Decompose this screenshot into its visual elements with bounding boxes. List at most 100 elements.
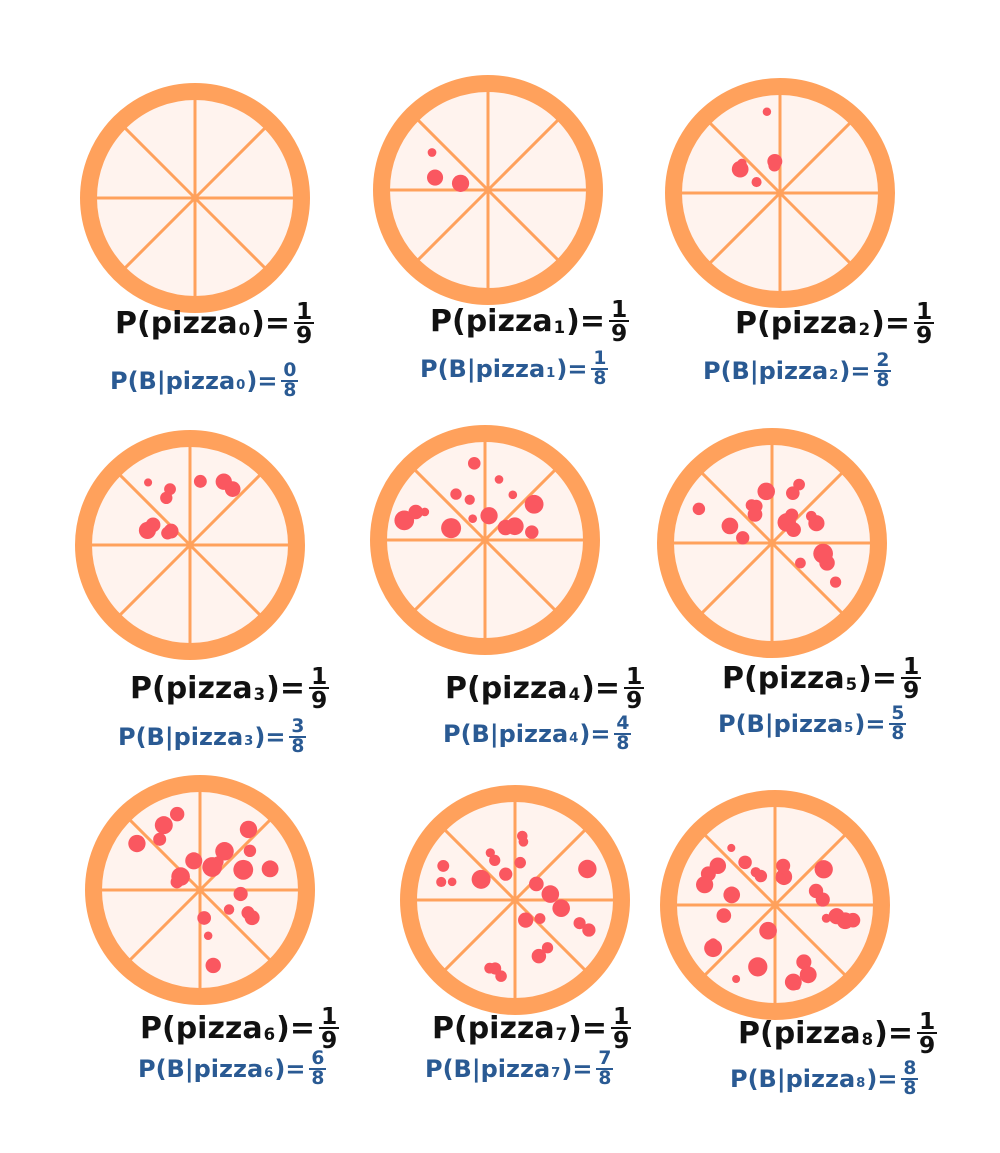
prior-label-0: P(pizza 0)= 1 9 — [115, 299, 315, 347]
likelihood-label-8: P(B|pizza 8)= 8 8 — [730, 1058, 919, 1099]
pepperoni — [524, 494, 544, 514]
pepperoni — [792, 981, 801, 991]
pepperoni — [508, 490, 518, 500]
likelihood-suffix: )= — [556, 354, 588, 383]
pizza-index: 6 — [264, 1065, 274, 1081]
pizza-1 — [373, 75, 603, 305]
pepperoni — [578, 859, 597, 879]
pepperoni — [692, 502, 706, 516]
prior-prefix: P(pizza — [130, 670, 253, 706]
pepperoni — [185, 852, 203, 870]
likelihood-prefix: P(B|pizza — [110, 366, 236, 395]
prior-numerator: 1 — [913, 297, 935, 325]
likelihood-denominator: 8 — [616, 732, 630, 754]
pepperoni — [759, 921, 777, 940]
pepperoni — [552, 899, 570, 917]
pepperoni — [736, 531, 750, 545]
pepperoni — [499, 867, 513, 881]
pizza-index: 0 — [238, 319, 251, 339]
pepperoni — [471, 869, 491, 889]
likelihood-prefix: P(B|pizza — [703, 356, 829, 385]
likelihood-suffix: )= — [866, 1064, 898, 1093]
prior-suffix: )= — [276, 1010, 315, 1046]
pepperoni — [144, 478, 153, 487]
slice-divider — [413, 468, 487, 542]
slice-divider — [483, 468, 557, 542]
pepperoni — [721, 517, 739, 535]
slice-divider — [770, 471, 844, 545]
pepperoni — [205, 957, 221, 974]
pepperoni — [518, 912, 534, 928]
prior-denominator: 9 — [625, 686, 643, 715]
prior-label-6: P(pizza 6)= 1 9 — [140, 1004, 340, 1055]
likelihood-label-2: P(B|pizza 2)= 2 8 — [703, 350, 892, 390]
pepperoni — [138, 521, 156, 539]
prior-denominator: 9 — [320, 1026, 338, 1055]
pepperoni — [795, 557, 806, 569]
likelihood-label-6: P(B|pizza 6)= 6 8 — [138, 1049, 327, 1088]
pepperoni — [468, 514, 478, 524]
pizza-index: 6 — [263, 1024, 276, 1044]
pepperoni — [197, 911, 212, 925]
prior-prefix: P(pizza — [430, 303, 553, 339]
pepperoni — [464, 494, 475, 505]
pepperoni — [163, 523, 179, 539]
prior-label-5: P(pizza 5)= 1 9 — [722, 654, 922, 702]
slice-divider — [193, 126, 267, 200]
pepperoni — [233, 859, 254, 880]
slice-divider — [443, 898, 517, 972]
slice-divider — [198, 888, 272, 962]
pizza-6 — [85, 775, 315, 1005]
likelihood-denominator: 8 — [903, 1077, 917, 1099]
pepperoni — [534, 913, 546, 925]
pizza-index: 1 — [546, 365, 556, 381]
pizza-3 — [75, 430, 305, 660]
pepperoni — [750, 867, 761, 878]
pepperoni — [202, 857, 222, 877]
pepperoni — [696, 876, 714, 894]
likelihood-label-3: P(B|pizza 3)= 3 8 — [118, 717, 307, 756]
pizza-index: 8 — [861, 1029, 874, 1049]
pizza-index: 3 — [253, 684, 266, 704]
pepperoni — [757, 482, 775, 501]
slice-divider — [188, 473, 262, 547]
pepperoni — [786, 522, 801, 537]
prior-suffix: )= — [874, 1015, 913, 1051]
slice-divider — [708, 121, 782, 195]
pepperoni — [748, 957, 768, 977]
pepperoni — [709, 857, 727, 874]
likelihood-prefix: P(B|pizza — [420, 354, 546, 383]
pizza-index: 7 — [555, 1024, 568, 1044]
pepperoni — [738, 855, 752, 870]
prior-denominator: 9 — [915, 321, 933, 350]
pepperoni — [573, 917, 586, 930]
pepperoni — [223, 904, 235, 915]
prior-numerator: 1 — [308, 662, 330, 690]
slice-divider — [416, 188, 490, 262]
slice-divider — [513, 828, 587, 902]
likelihood-numerator: 4 — [614, 713, 632, 735]
likelihood-numerator: 2 — [874, 350, 892, 372]
pizza-index: 2 — [829, 367, 839, 383]
slice-divider — [770, 541, 844, 615]
pepperoni — [243, 844, 257, 858]
prior-denominator: 9 — [310, 686, 328, 715]
pepperoni — [239, 820, 258, 839]
prior-denominator: 9 — [612, 1026, 630, 1055]
likelihood-label-5: P(B|pizza 5)= 5 8 — [718, 704, 907, 743]
pepperoni — [154, 816, 173, 835]
likelihood-suffix: )= — [579, 719, 611, 748]
pepperoni — [732, 975, 741, 984]
likelihood-suffix: )= — [854, 709, 886, 738]
pepperoni — [815, 892, 830, 907]
slice-divider — [708, 191, 782, 265]
pepperoni — [441, 518, 462, 539]
likelihood-numerator: 8 — [901, 1058, 919, 1080]
